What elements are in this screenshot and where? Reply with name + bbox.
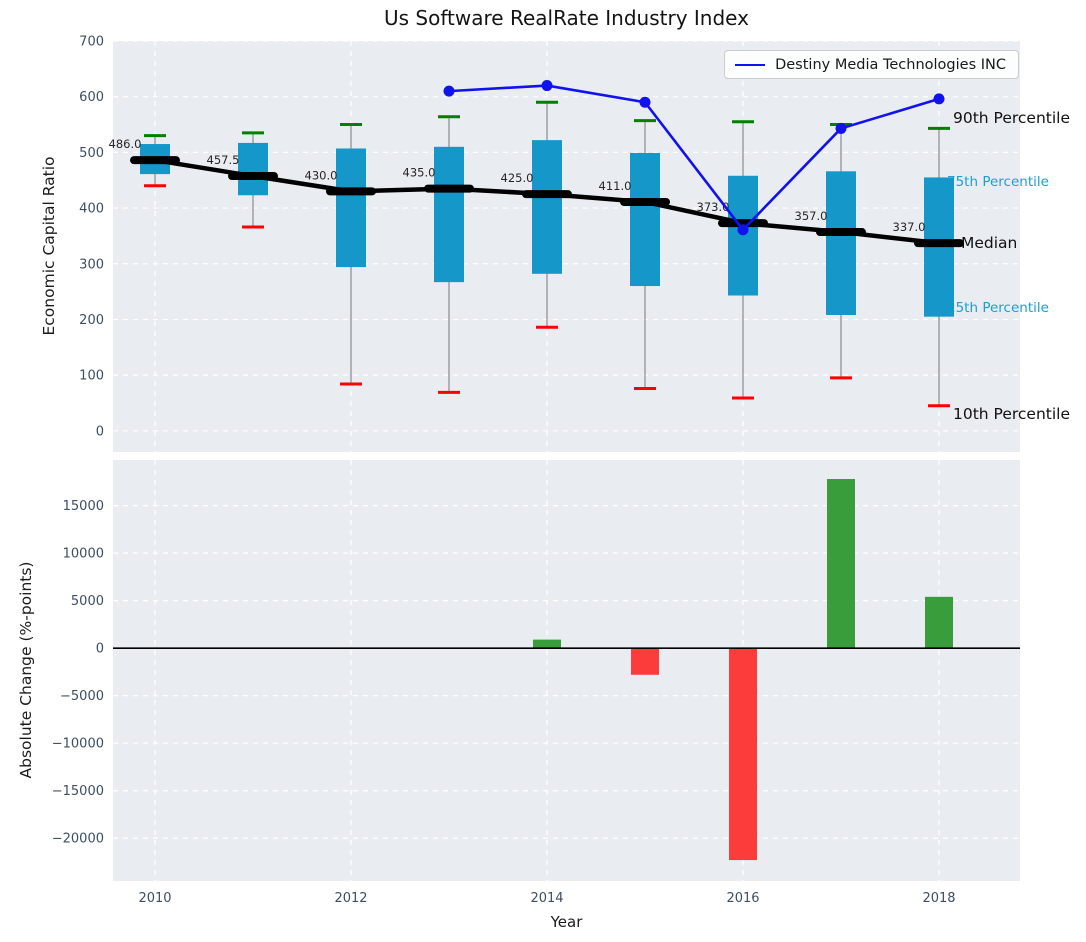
x-tick-labels: 2010 2012 2014 2016 2018 — [138, 891, 955, 906]
y-tick-label: 5000 — [71, 594, 104, 609]
legend-line-sample-icon — [735, 63, 766, 66]
y-tick-label: 100 — [79, 369, 104, 384]
label-median: Median — [961, 234, 1018, 252]
top-y-tick-labels: 0 100 200 300 400 500 600 700 — [79, 35, 104, 440]
legend-series-label: Destiny Media Technologies INC — [775, 56, 1006, 73]
y-tick-label: 15000 — [63, 499, 104, 514]
y-tick-label: 400 — [79, 202, 104, 217]
label-10th-percentile: 10th Percentile — [953, 405, 1071, 423]
y-tick-label: −5000 — [60, 689, 104, 704]
y-tick-label: −20000 — [52, 832, 104, 847]
y-tick-label: −15000 — [52, 784, 104, 799]
x-tick-label: 2018 — [922, 891, 955, 906]
y-tick-label: 200 — [79, 313, 104, 328]
x-tick-label: 2010 — [138, 891, 171, 906]
x-tick-label: 2016 — [726, 891, 759, 906]
chart-title: Us Software RealRate Industry Index — [384, 6, 749, 30]
x-tick-label: 2014 — [530, 891, 563, 906]
bottom-y-axis-label: Absolute Change (%-points) — [17, 561, 35, 779]
legend: Destiny Media Technologies INC — [724, 50, 1019, 79]
bottom-axes-background — [113, 460, 1020, 881]
x-axis-label: Year — [550, 913, 583, 931]
label-75th-percentile: 75th Percentile — [947, 174, 1049, 190]
top-y-axis-label: Economic Capital Ratio — [40, 156, 58, 336]
y-tick-label: −10000 — [52, 737, 104, 752]
y-tick-label: 0 — [96, 424, 104, 439]
y-tick-label: 600 — [79, 90, 104, 105]
y-tick-label: 10000 — [63, 547, 104, 562]
bottom-y-tick-labels: 15000 10000 5000 0 −5000 −10000 −15000 −20000 — [52, 499, 104, 847]
x-tick-label: 2012 — [334, 891, 367, 906]
y-tick-label: 500 — [79, 146, 104, 161]
y-tick-label: 700 — [79, 35, 104, 50]
label-25th-percentile: 25th Percentile — [947, 300, 1049, 316]
top-axes-background — [113, 41, 1020, 452]
label-90th-percentile: 90th Percentile — [953, 109, 1071, 127]
y-tick-label: 300 — [79, 257, 104, 272]
y-tick-label: 0 — [96, 642, 104, 657]
